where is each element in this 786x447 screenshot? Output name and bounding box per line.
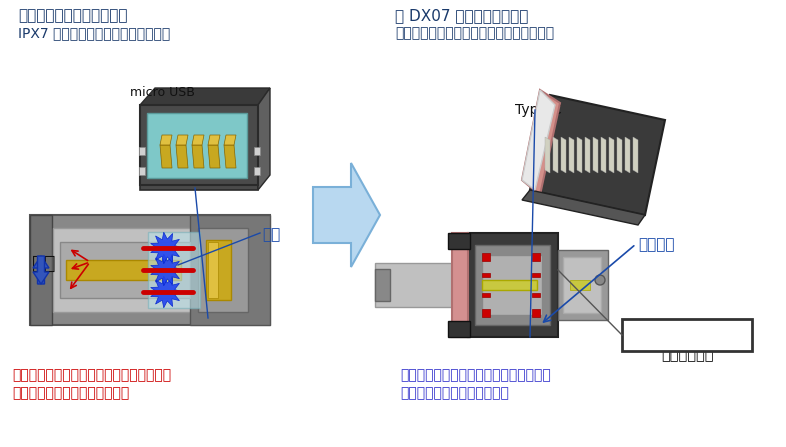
Polygon shape	[522, 90, 555, 190]
Polygon shape	[313, 163, 380, 267]
Bar	[532, 253, 540, 261]
Text: 表面: 表面	[32, 254, 56, 273]
Bar	[147, 113, 247, 178]
Bar	[254, 147, 260, 155]
Polygon shape	[151, 276, 182, 308]
Bar	[254, 167, 260, 175]
Polygon shape	[593, 137, 598, 173]
Polygon shape	[633, 137, 638, 173]
Bar	[448, 321, 470, 337]
Bar	[532, 273, 540, 277]
Polygon shape	[585, 137, 590, 173]
Bar	[30, 215, 52, 325]
Bar	[622, 319, 752, 351]
Text: 密封: 密封	[262, 227, 281, 242]
Bar	[60, 242, 190, 298]
Polygon shape	[609, 137, 614, 173]
Bar	[30, 215, 270, 325]
Bar	[139, 147, 145, 155]
Polygon shape	[208, 135, 220, 145]
Polygon shape	[545, 137, 550, 173]
Bar	[532, 293, 540, 297]
Text: ＜ DX07 系列防水型插座＞: ＜ DX07 系列防水型插座＞	[395, 8, 528, 23]
Polygon shape	[176, 145, 188, 168]
Bar	[66, 260, 181, 280]
Text: 不使用密封防水，插入模具从而实现防水，: 不使用密封防水，插入模具从而实现防水，	[395, 26, 554, 40]
Bar	[206, 240, 231, 300]
Bar	[139, 167, 145, 175]
Text: micro USB: micro USB	[130, 86, 195, 99]
Polygon shape	[577, 137, 582, 173]
Polygon shape	[151, 232, 182, 264]
Bar	[452, 233, 468, 337]
Polygon shape	[151, 254, 182, 286]
Polygon shape	[192, 135, 204, 145]
Bar	[563, 257, 601, 313]
Polygon shape	[601, 137, 606, 173]
Bar	[140, 105, 258, 185]
Bar	[148, 232, 200, 308]
Bar	[140, 105, 258, 190]
Polygon shape	[625, 137, 630, 173]
Bar	[208, 242, 218, 298]
Bar	[190, 215, 270, 325]
Text: 拥有更加稳定安全的防水性能: 拥有更加稳定安全的防水性能	[400, 386, 509, 400]
Polygon shape	[192, 145, 204, 168]
Bar	[558, 250, 608, 320]
Bar	[468, 233, 558, 337]
Circle shape	[595, 275, 605, 285]
Text: ＜一般的单体防水连接器＞: ＜一般的单体防水连接器＞	[18, 8, 127, 23]
Bar	[375, 269, 390, 301]
Text: Type-C: Type-C	[515, 103, 562, 117]
Polygon shape	[561, 137, 566, 173]
Bar	[570, 280, 590, 290]
Bar	[532, 309, 540, 317]
Bar	[375, 263, 455, 307]
Text: 间隙从而可能发生漏水的情况。: 间隙从而可能发生漏水的情况。	[12, 386, 129, 400]
Text: 嵌件成型: 嵌件成型	[638, 237, 674, 252]
Text: 独自的构造相比于树脂的密封性能更强，: 独自的构造相比于树脂的密封性能更强，	[400, 368, 551, 382]
Polygon shape	[522, 90, 560, 195]
Polygon shape	[208, 145, 220, 168]
Polygon shape	[258, 88, 270, 190]
Text: 取得专利构造: 取得专利构造	[661, 347, 713, 362]
Bar	[482, 273, 490, 277]
Polygon shape	[522, 190, 645, 225]
Bar	[475, 245, 550, 325]
Bar	[482, 280, 537, 290]
Bar	[482, 293, 490, 297]
Polygon shape	[569, 137, 574, 173]
Polygon shape	[160, 135, 172, 145]
Polygon shape	[553, 137, 558, 173]
Polygon shape	[176, 135, 188, 145]
Bar	[448, 233, 470, 249]
FancyArrow shape	[33, 256, 49, 284]
Bar	[198, 228, 248, 312]
Bar	[482, 253, 490, 261]
Polygon shape	[530, 95, 665, 215]
Bar	[482, 309, 490, 317]
Polygon shape	[160, 145, 172, 168]
Polygon shape	[617, 137, 622, 173]
Polygon shape	[224, 145, 236, 168]
FancyArrow shape	[33, 256, 49, 284]
Polygon shape	[140, 88, 270, 105]
Bar	[482, 255, 542, 315]
Text: IPX7 以上的密封性能的一般防水构造: IPX7 以上的密封性能的一般防水构造	[18, 26, 171, 40]
Bar	[53, 228, 208, 312]
Text: 使用密封防水的情况下，因为表面的细小的: 使用密封防水的情况下，因为表面的细小的	[12, 368, 171, 382]
Polygon shape	[224, 135, 236, 145]
